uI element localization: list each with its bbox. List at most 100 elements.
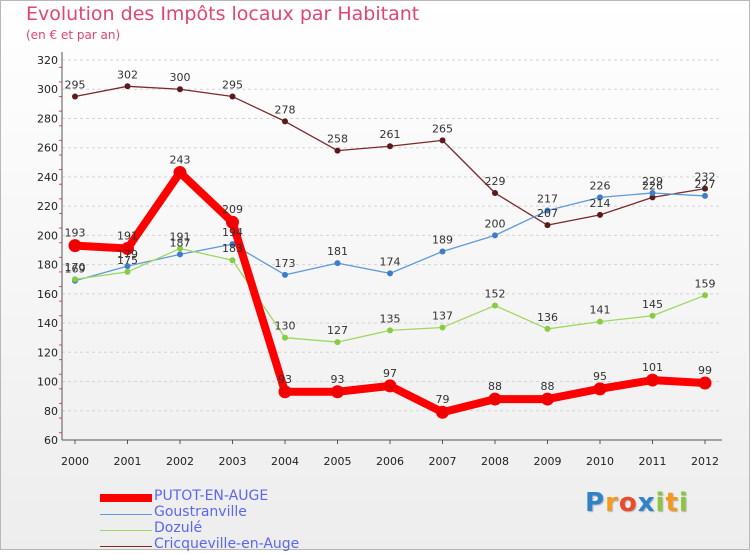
data-label: 261	[380, 128, 401, 141]
data-point	[698, 376, 712, 390]
logo-letter: o	[618, 488, 638, 518]
data-point	[488, 392, 502, 406]
data-point	[646, 373, 659, 387]
data-point	[226, 215, 239, 229]
data-point	[544, 222, 551, 229]
data-label: 127	[327, 324, 348, 337]
data-point	[334, 260, 341, 267]
data-label: 145	[642, 298, 663, 311]
x-tick-label: 2001	[114, 455, 142, 468]
data-label: 191	[117, 230, 138, 243]
logo-letter: P	[585, 488, 606, 518]
y-tick-label: 240	[37, 171, 58, 184]
data-point	[597, 211, 603, 218]
data-label: 159	[695, 277, 716, 290]
logo-letter: i	[655, 488, 666, 518]
y-tick-label: 220	[37, 200, 58, 213]
data-point	[278, 385, 292, 399]
x-tick-label: 2003	[219, 455, 247, 468]
legend-label: Goustranville	[154, 504, 247, 520]
data-point	[439, 324, 446, 331]
data-point	[439, 137, 446, 144]
data-point	[177, 245, 183, 252]
y-tick-label: 260	[37, 142, 58, 155]
data-point	[177, 86, 183, 93]
data-label: 141	[590, 304, 611, 317]
data-label: 170	[65, 261, 86, 274]
legend-label: PUTOT-EN-AUGE	[154, 488, 269, 504]
data-point	[387, 270, 393, 277]
data-label: 97	[383, 367, 397, 380]
x-tick-label: 2005	[324, 455, 352, 468]
x-tick-label: 2000	[61, 455, 89, 468]
data-point	[597, 318, 603, 325]
data-point	[331, 385, 344, 399]
chart-subtitle: (en € et par an)	[26, 28, 121, 42]
data-label: 194	[222, 226, 243, 239]
legend-swatch	[100, 529, 152, 531]
data-label: 214	[590, 197, 611, 210]
y-tick-label: 120	[37, 346, 58, 359]
proxiti-logo: Proxiti	[585, 488, 689, 518]
x-tick-label: 2010	[586, 455, 614, 468]
data-label: 175	[117, 254, 138, 267]
data-point	[121, 242, 134, 256]
data-point	[544, 325, 551, 332]
data-label: 130	[275, 320, 296, 333]
data-point	[702, 185, 708, 192]
data-label: 226	[642, 179, 663, 192]
data-label: 207	[537, 207, 558, 220]
data-point	[68, 239, 82, 253]
data-point	[334, 147, 341, 154]
data-point	[124, 268, 131, 275]
data-point	[492, 190, 498, 196]
data-label: 183	[222, 242, 243, 255]
chart-title: Evolution des Impôts locaux par Habitant	[26, 3, 420, 25]
data-label: 99	[698, 364, 712, 377]
data-label: 95	[593, 370, 607, 383]
logo-letter: x	[637, 488, 656, 518]
data-point	[597, 194, 603, 201]
legend-swatch	[100, 545, 152, 547]
data-point	[387, 143, 393, 150]
data-label: 300	[170, 71, 191, 84]
y-tick-label: 320	[37, 54, 58, 67]
data-point	[72, 93, 78, 100]
data-label: 278	[275, 103, 296, 116]
data-point	[702, 292, 708, 299]
data-point	[173, 166, 187, 180]
data-point	[436, 405, 449, 419]
data-label: 173	[275, 257, 296, 270]
legend-swatch	[100, 513, 152, 515]
data-label: 101	[642, 361, 663, 374]
series-lines	[68, 83, 712, 419]
data-point	[439, 248, 446, 255]
data-label: 93	[331, 373, 345, 386]
data-point	[383, 379, 397, 393]
data-label: 295	[65, 79, 86, 92]
data-point	[492, 232, 498, 239]
data-label: 227	[695, 178, 716, 191]
y-tick-label: 60	[44, 434, 58, 447]
data-label: 226	[590, 179, 611, 192]
line-chart: 60 80 100 120 140 160 180 200 220 240 260 280 300 320…	[37, 52, 722, 468]
x-tick-label: 2012	[691, 455, 719, 468]
data-label: 181	[327, 245, 348, 258]
data-label: 136	[537, 311, 558, 324]
data-labels: 295 302 300 295 278 258 261 265 229 207 214 226 232 1…	[65, 68, 716, 406]
data-label: 295	[222, 79, 243, 92]
data-label: 169	[65, 263, 86, 276]
data-label: 265	[432, 122, 453, 135]
y-tick-label: 200	[37, 229, 58, 242]
data-point	[124, 83, 131, 90]
data-label: 135	[380, 312, 401, 325]
data-label: 179	[117, 248, 138, 261]
data-point	[177, 251, 183, 258]
data-label: 88	[488, 380, 502, 393]
data-point	[593, 382, 607, 396]
data-label: 243	[170, 154, 191, 167]
logo-letter: t	[665, 488, 679, 518]
data-point	[544, 207, 551, 214]
data-label: 232	[695, 171, 716, 184]
data-label: 191	[170, 231, 191, 244]
